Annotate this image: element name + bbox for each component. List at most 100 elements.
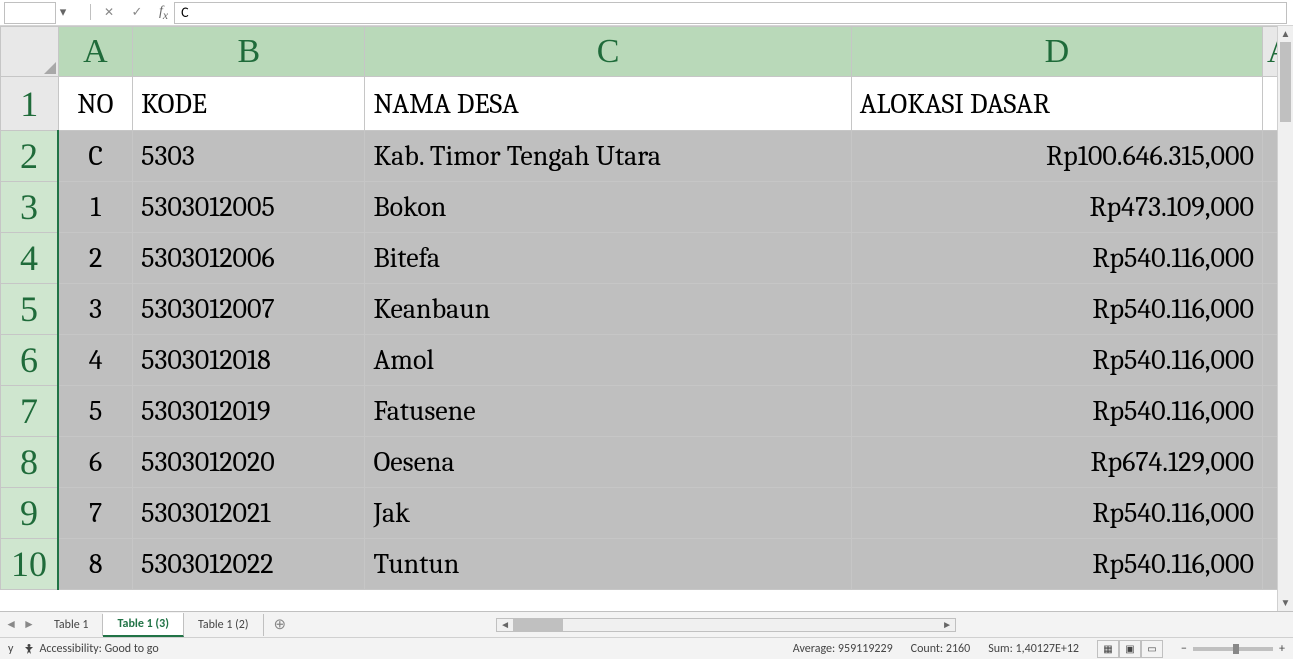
table-row: 7 5 5303012019 Fatusene Rp540.116,000 xyxy=(1,386,1293,437)
sheet-tab-bar: ◄ ► Table 1 Table 1 (3) Table 1 (2) ⊕ ◄ … xyxy=(0,611,1293,637)
zoom-controls: − + xyxy=(1181,642,1285,656)
cell-D2[interactable]: Rp100.646.315,000 xyxy=(851,131,1262,182)
cell-kode[interactable]: 5303012019 xyxy=(133,386,365,437)
zoom-slider-thumb[interactable] xyxy=(1233,644,1239,654)
vertical-scrollbar[interactable]: ▲ ▼ xyxy=(1277,26,1293,611)
name-box-dropdown-icon[interactable]: ▾ xyxy=(56,2,70,24)
row-header[interactable]: 4 xyxy=(1,233,59,284)
cell-no[interactable]: 3 xyxy=(58,284,133,335)
sheet-tab[interactable]: Table 1 xyxy=(40,614,103,636)
cell-nama[interactable]: Amol xyxy=(365,335,851,386)
view-buttons: ▦ ▣ ▭ xyxy=(1097,640,1163,658)
row-header[interactable]: 3 xyxy=(1,182,59,233)
view-page-break-icon[interactable]: ▭ xyxy=(1141,640,1163,658)
confirm-icon[interactable]: ✓ xyxy=(125,5,149,20)
select-all-corner[interactable] xyxy=(1,27,59,77)
cell-alokasi[interactable]: Rp540.116,000 xyxy=(851,284,1262,335)
cell-nama[interactable]: Tuntun xyxy=(365,539,851,590)
cell-no[interactable]: 4 xyxy=(58,335,133,386)
cell-no[interactable]: 6 xyxy=(58,437,133,488)
cell-alokasi[interactable]: Rp540.116,000 xyxy=(851,488,1262,539)
cell-alokasi[interactable]: Rp473.109,000 xyxy=(851,182,1262,233)
row-header[interactable]: 7 xyxy=(1,386,59,437)
sheet-tab[interactable]: Table 1 (2) xyxy=(184,614,264,636)
divider xyxy=(90,4,91,20)
cell-alokasi[interactable]: Rp540.116,000 xyxy=(851,233,1262,284)
col-header-D[interactable]: D xyxy=(851,27,1262,77)
formula-input[interactable]: C xyxy=(174,2,1287,24)
cell-no[interactable]: 8 xyxy=(58,539,133,590)
view-page-layout-icon[interactable]: ▣ xyxy=(1119,640,1141,658)
formula-bar: ▾ ✕ ✓ fx C xyxy=(0,0,1293,26)
cell-D1[interactable]: ALOKASI DASAR xyxy=(851,77,1262,131)
table-row: 2 C 5303 Kab. Timor Tengah Utara Rp100.6… xyxy=(1,131,1293,182)
cell-kode[interactable]: 5303012005 xyxy=(133,182,365,233)
row-header[interactable]: 10 xyxy=(1,539,59,590)
cell-kode[interactable]: 5303012018 xyxy=(133,335,365,386)
scroll-down-icon[interactable]: ▼ xyxy=(1278,595,1293,611)
cell-alokasi[interactable]: Rp540.116,000 xyxy=(851,539,1262,590)
cell-no[interactable]: 7 xyxy=(58,488,133,539)
row-header[interactable]: 6 xyxy=(1,335,59,386)
tab-next-icon[interactable]: ► xyxy=(23,617,35,632)
cell-no[interactable]: 5 xyxy=(58,386,133,437)
cell-nama[interactable]: Keanbaun xyxy=(365,284,851,335)
vscroll-track[interactable] xyxy=(1278,42,1293,595)
cell-nama[interactable]: Fatusene xyxy=(365,386,851,437)
status-average: Average: 959119229 xyxy=(793,642,893,656)
sheet-tab[interactable]: Table 1 (3) xyxy=(103,613,183,637)
col-header-A[interactable]: A xyxy=(58,27,133,77)
status-bar: y Accessibility: Good to go Average: 959… xyxy=(0,637,1293,659)
row-header[interactable]: 8 xyxy=(1,437,59,488)
zoom-slider[interactable] xyxy=(1193,647,1273,651)
spreadsheet-grid[interactable]: A B C D A 1 NO KODE NAMA DESA ALOKASI DA… xyxy=(0,26,1293,611)
horizontal-scrollbar[interactable]: ◄ ► xyxy=(496,618,956,632)
accessibility-status[interactable]: Accessibility: Good to go xyxy=(23,642,158,656)
tab-nav-arrows[interactable]: ◄ ► xyxy=(0,617,40,632)
cell-B2[interactable]: 5303 xyxy=(133,131,365,182)
new-sheet-button[interactable]: ⊕ xyxy=(264,611,297,638)
row-header[interactable]: 2 xyxy=(1,131,59,182)
cell-kode[interactable]: 5303012007 xyxy=(133,284,365,335)
scroll-left-icon[interactable]: ◄ xyxy=(497,618,513,631)
cell-alokasi[interactable]: Rp674.129,000 xyxy=(851,437,1262,488)
col-header-B[interactable]: B xyxy=(133,27,365,77)
tab-prev-icon[interactable]: ◄ xyxy=(5,617,17,632)
hscroll-thumb[interactable] xyxy=(513,619,563,631)
ready-label: y xyxy=(8,642,13,656)
view-normal-icon[interactable]: ▦ xyxy=(1097,640,1119,658)
cell-B1[interactable]: KODE xyxy=(133,77,365,131)
col-header-C[interactable]: C xyxy=(365,27,851,77)
hscroll-track[interactable] xyxy=(513,619,939,631)
cell-nama[interactable]: Oesena xyxy=(365,437,851,488)
cell-kode[interactable]: 5303012020 xyxy=(133,437,365,488)
cancel-icon[interactable]: ✕ xyxy=(97,5,121,20)
cell-C1[interactable]: NAMA DESA xyxy=(365,77,851,131)
row-header[interactable]: 5 xyxy=(1,284,59,335)
accessibility-text: Accessibility: Good to go xyxy=(39,642,158,656)
zoom-in-button[interactable]: + xyxy=(1279,642,1285,656)
cell-no[interactable]: 2 xyxy=(58,233,133,284)
scroll-right-icon[interactable]: ► xyxy=(939,618,955,631)
cell-C2[interactable]: Kab. Timor Tengah Utara xyxy=(365,131,851,182)
fx-icon[interactable]: fx xyxy=(159,4,168,22)
name-box[interactable] xyxy=(4,2,56,24)
cell-nama[interactable]: Bitefa xyxy=(365,233,851,284)
cell-kode[interactable]: 5303012022 xyxy=(133,539,365,590)
cell-nama[interactable]: Jak xyxy=(365,488,851,539)
cell-A1[interactable]: NO xyxy=(58,77,133,131)
row-header[interactable]: 9 xyxy=(1,488,59,539)
row-header[interactable]: 1 xyxy=(1,77,59,131)
cell-alokasi[interactable]: Rp540.116,000 xyxy=(851,386,1262,437)
zoom-out-button[interactable]: − xyxy=(1181,642,1187,656)
cell-kode[interactable]: 5303012006 xyxy=(133,233,365,284)
cell-A2[interactable]: C xyxy=(58,131,133,182)
cell-no[interactable]: 1 xyxy=(58,182,133,233)
vscroll-thumb[interactable] xyxy=(1280,42,1291,122)
cell-nama[interactable]: Bokon xyxy=(365,182,851,233)
count-value: 2160 xyxy=(946,642,970,656)
status-right: Average: 959119229 Count: 2160 Sum: 1,40… xyxy=(793,640,1285,658)
cell-alokasi[interactable]: Rp540.116,000 xyxy=(851,335,1262,386)
cell-kode[interactable]: 5303012021 xyxy=(133,488,365,539)
scroll-up-icon[interactable]: ▲ xyxy=(1278,26,1293,42)
